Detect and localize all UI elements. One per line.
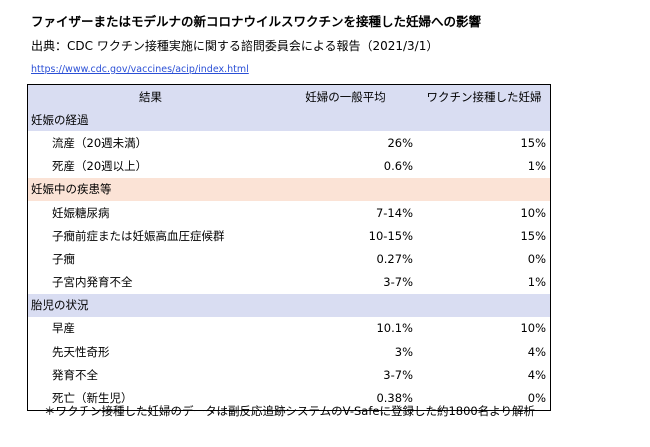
- section-title: 胎児の状況: [31, 298, 89, 313]
- source-citation: 出典：CDC ワクチン接種実施に関する諮問委員会による報告（2021/3/1）: [31, 39, 439, 53]
- section-row-pregnancy-conditions: 妊娠中の疾患等: [28, 177, 550, 201]
- row-label: 子癇前症または妊娠高血圧症候群: [52, 228, 225, 243]
- row-general-value: 3%: [394, 344, 413, 359]
- table-row: 子癇 0.27% 0%: [28, 247, 550, 270]
- section-title: 妊娠中の疾患等: [31, 182, 112, 197]
- row-general-value: 10.1%: [376, 321, 413, 336]
- row-vaccinated-value: 0%: [527, 251, 546, 266]
- header-outcome: 結果: [139, 89, 162, 104]
- table-row: 早産 10.1% 10%: [28, 317, 550, 340]
- section-row-pregnancy-course: 妊娠の経過: [28, 108, 550, 132]
- footnote: ＊ワクチン接種した妊婦のデータは副反応追跡システムのV-Safeに登録した約18…: [44, 404, 536, 418]
- row-label: 先天性奇形: [52, 344, 110, 359]
- row-vaccinated-value: 4%: [527, 367, 546, 382]
- row-label: 死亡（新生児）: [52, 391, 133, 406]
- row-vaccinated-value: 10%: [520, 321, 546, 336]
- effects-table: 結果 妊婦の一般平均 ワクチン接種した妊婦 妊娠の経過 流産（20週未満） 26…: [27, 84, 551, 411]
- row-vaccinated-value: 15%: [520, 228, 546, 243]
- row-general-value: 3-7%: [383, 367, 413, 382]
- table-row: 子癇前症または妊娠高血圧症候群 10-15% 15%: [28, 224, 550, 247]
- header-vaccinated: ワクチン接種した妊婦: [426, 89, 542, 104]
- row-vaccinated-value: 15%: [520, 135, 546, 150]
- row-label: 発育不全: [52, 367, 98, 382]
- row-label: 流産（20週未満）: [52, 135, 148, 150]
- row-general-value: 0.27%: [376, 251, 413, 266]
- row-label: 子宮内発育不全: [52, 275, 133, 290]
- table-header-row: 結果 妊婦の一般平均 ワクチン接種した妊婦: [28, 85, 550, 109]
- row-label: 死産（20週以上）: [52, 159, 148, 174]
- table-row: 死亡（新生児） 0.38% 0%: [28, 386, 550, 409]
- row-vaccinated-value: 1%: [527, 159, 546, 174]
- row-label: 早産: [52, 321, 75, 336]
- table-row: 死産（20週以上） 0.6% 1%: [28, 155, 550, 178]
- row-general-value: 10-15%: [368, 228, 413, 243]
- row-label: 子癇: [52, 251, 75, 266]
- header-general-average: 妊婦の一般平均: [305, 89, 386, 104]
- row-vaccinated-value: 0%: [527, 391, 546, 406]
- row-general-value: 26%: [387, 135, 413, 150]
- row-general-value: 3-7%: [383, 275, 413, 290]
- table-row: 流産（20週未満） 26% 15%: [28, 131, 550, 154]
- row-general-value: 0.6%: [383, 159, 413, 174]
- row-general-value: 0.38%: [376, 391, 413, 406]
- source-link[interactable]: https://www.cdc.gov/vaccines/acip/index.…: [31, 64, 249, 75]
- row-vaccinated-value: 4%: [527, 344, 546, 359]
- row-vaccinated-value: 1%: [527, 275, 546, 290]
- row-general-value: 7-14%: [375, 205, 413, 220]
- section-row-fetal-status: 胎児の状況: [28, 293, 550, 317]
- section-title: 妊娠の経過: [31, 112, 89, 127]
- table-row: 妊娠糖尿病 7-14% 10%: [28, 201, 550, 224]
- table-row: 子宮内発育不全 3-7% 1%: [28, 271, 550, 294]
- row-vaccinated-value: 10%: [520, 205, 546, 220]
- table-row: 先天性奇形 3% 4%: [28, 340, 550, 363]
- table-row: 発育不全 3-7% 4%: [28, 363, 550, 386]
- page-title: ファイザーまたはモデルナの新コロナウイルスワクチンを接種した妊婦への影響: [31, 14, 482, 29]
- row-label: 妊娠糖尿病: [52, 205, 110, 220]
